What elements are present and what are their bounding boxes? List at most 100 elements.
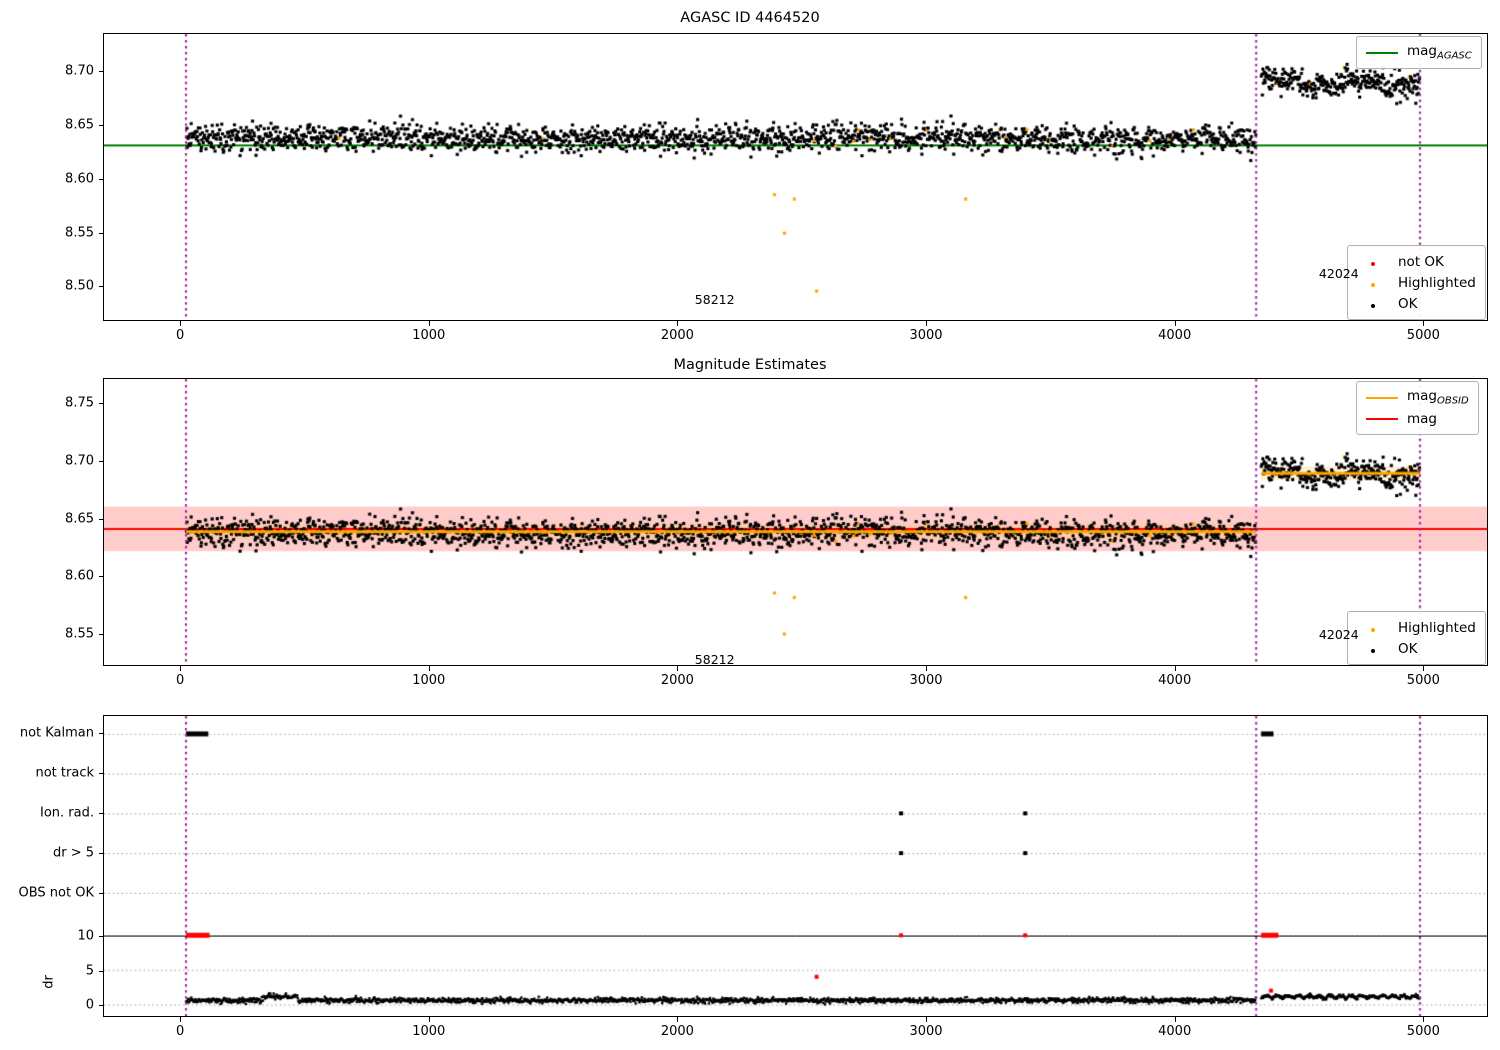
y-tick-mark bbox=[99, 853, 103, 854]
y-tick-mark bbox=[99, 232, 103, 234]
legend-label-highlighted: Highlighted bbox=[1398, 619, 1476, 636]
y-tick-label: 8.50 bbox=[65, 278, 94, 294]
x-tick-mark bbox=[1423, 321, 1425, 326]
x-tick-label: 0 bbox=[175, 1024, 185, 1039]
x-tick-label: 4000 bbox=[1158, 1024, 1192, 1039]
y-tick-label: 8.55 bbox=[65, 626, 94, 642]
legend-entry-not-ok: not OK bbox=[1357, 251, 1476, 272]
panel3-plot-area bbox=[104, 716, 1487, 1016]
x-tick-mark bbox=[180, 321, 182, 326]
panel-magnitude-vs-agasc: AGASC ID 4464520 magAGASC not OK Highlig… bbox=[0, 0, 1500, 345]
y-tick-mark bbox=[99, 178, 103, 180]
panel2-plot-area bbox=[104, 379, 1487, 665]
x-tick-mark bbox=[926, 321, 928, 326]
y-tick-mark bbox=[99, 773, 103, 774]
x-tick-mark bbox=[677, 321, 679, 326]
legend-label-not-ok: not OK bbox=[1398, 253, 1444, 270]
highlighted-dot-swatch bbox=[1357, 620, 1389, 636]
legend-entry-mag-obsid: magOBSID bbox=[1366, 387, 1469, 408]
obsid-annotation: 42024 bbox=[1318, 627, 1359, 643]
y-tick-mark bbox=[99, 70, 103, 72]
flag-row-label: not Kalman bbox=[19, 725, 94, 741]
x-tick-label: 2000 bbox=[660, 673, 694, 688]
x-tick-mark bbox=[926, 1017, 928, 1022]
not-ok-dot-swatch bbox=[1357, 254, 1389, 270]
flag-row-label: Ion. rad. bbox=[40, 805, 94, 821]
y-tick-label: 8.75 bbox=[65, 395, 94, 411]
legend-label-ok: OK bbox=[1398, 640, 1418, 657]
x-tick-label: 0 bbox=[175, 328, 185, 343]
x-tick-label: 2000 bbox=[660, 1024, 694, 1039]
y-tick-label: 8.65 bbox=[65, 117, 94, 133]
obsid-annotation: 58212 bbox=[694, 291, 735, 307]
flag-row-label: OBS not OK bbox=[18, 885, 95, 901]
legend-entry-ok-2: OK bbox=[1357, 638, 1476, 659]
legend-label-ok: OK bbox=[1398, 295, 1418, 312]
x-tick-mark bbox=[1174, 1017, 1176, 1022]
ok-dot-swatch bbox=[1357, 296, 1389, 312]
ok-dot-swatch bbox=[1357, 641, 1389, 657]
panel1-axes bbox=[103, 33, 1488, 321]
mag-line-swatch bbox=[1366, 417, 1398, 420]
panel2-legend-lines[interactable]: magOBSID mag bbox=[1356, 381, 1479, 435]
x-tick-label: 5000 bbox=[1406, 1024, 1440, 1039]
panel-magnitude-estimates: Magnitude Estimates magOBSID mag Highlig… bbox=[0, 345, 1500, 695]
panel3-axes bbox=[103, 715, 1488, 1017]
legend-entry-highlighted-2: Highlighted bbox=[1357, 617, 1476, 638]
x-tick-label: 3000 bbox=[909, 328, 943, 343]
x-tick-mark bbox=[677, 1017, 679, 1022]
panel2-title: Magnitude Estimates bbox=[673, 357, 827, 373]
y-tick-mark bbox=[99, 970, 103, 972]
x-tick-mark bbox=[428, 666, 430, 671]
legend-entry-highlighted: Highlighted bbox=[1357, 272, 1476, 293]
y-tick-mark bbox=[99, 124, 103, 126]
flag-row-label: dr > 5 bbox=[52, 845, 94, 861]
y-tick-mark bbox=[99, 893, 103, 894]
y-tick-mark bbox=[99, 576, 103, 578]
y-tick-mark bbox=[99, 935, 103, 937]
y-tick-label: 8.65 bbox=[65, 511, 94, 527]
x-tick-label: 4000 bbox=[1158, 328, 1192, 343]
panel1-plot-area bbox=[104, 34, 1487, 320]
y-tick-label: 8.60 bbox=[65, 171, 94, 187]
panel1-legend-magagasc[interactable]: magAGASC bbox=[1356, 36, 1482, 69]
mag-agasc-line-swatch bbox=[1366, 51, 1398, 54]
x-tick-label: 5000 bbox=[1406, 328, 1440, 343]
panel1-legend-status[interactable]: not OK Highlighted OK bbox=[1347, 245, 1486, 320]
y-tick-mark bbox=[99, 460, 103, 462]
flag-row-label: not track bbox=[35, 765, 94, 781]
dr-tick-label: 0 bbox=[85, 997, 94, 1013]
legend-entry-mag-agasc: magAGASC bbox=[1366, 42, 1472, 63]
x-tick-label: 5000 bbox=[1406, 673, 1440, 688]
y-tick-mark bbox=[99, 403, 103, 405]
x-tick-mark bbox=[180, 666, 182, 671]
obsid-annotation: 42024 bbox=[1318, 265, 1359, 281]
panel2-axes bbox=[103, 378, 1488, 666]
x-tick-mark bbox=[428, 321, 430, 326]
y-tick-label: 8.60 bbox=[65, 568, 94, 584]
x-tick-label: 1000 bbox=[412, 1024, 446, 1039]
x-tick-label: 2000 bbox=[660, 328, 694, 343]
x-tick-label: 3000 bbox=[909, 1024, 943, 1039]
y-tick-mark bbox=[99, 1005, 103, 1007]
legend-label-mag: mag bbox=[1407, 410, 1437, 427]
x-tick-mark bbox=[677, 666, 679, 671]
x-tick-label: 0 bbox=[175, 673, 185, 688]
legend-label-mag-obsid: magOBSID bbox=[1407, 388, 1469, 407]
x-tick-label: 1000 bbox=[412, 673, 446, 688]
x-tick-mark bbox=[1174, 321, 1176, 326]
y-tick-mark bbox=[99, 633, 103, 635]
legend-entry-ok: OK bbox=[1357, 293, 1476, 314]
x-tick-mark bbox=[1423, 1017, 1425, 1022]
y-tick-mark bbox=[99, 286, 103, 288]
legend-entry-mag: mag bbox=[1366, 408, 1469, 429]
dr-tick-label: 5 bbox=[85, 963, 94, 979]
x-tick-mark bbox=[428, 1017, 430, 1022]
x-tick-label: 1000 bbox=[412, 328, 446, 343]
x-tick-label: 3000 bbox=[909, 673, 943, 688]
panel-flags-and-dr: dr not Kalman not track Ion. rad. dr > 5 OBS… bbox=[0, 700, 1500, 1050]
legend-label-mag-agasc: magAGASC bbox=[1407, 43, 1472, 62]
panel2-legend-status[interactable]: Highlighted OK bbox=[1347, 611, 1486, 665]
y-tick-mark bbox=[99, 518, 103, 520]
